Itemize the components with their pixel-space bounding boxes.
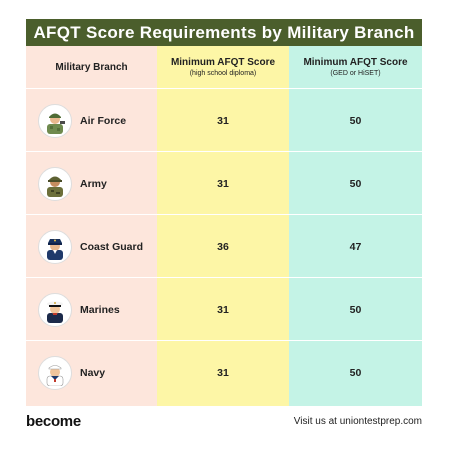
table-row: Navy 31 50 bbox=[26, 340, 422, 404]
navy-sailor-icon bbox=[38, 355, 72, 390]
branch-name: Army bbox=[80, 177, 107, 190]
ged-score: 50 bbox=[349, 177, 362, 190]
coast-guard-officer-icon bbox=[38, 229, 72, 264]
hs-score: 31 bbox=[217, 177, 229, 190]
branch-cell: Air Force bbox=[26, 89, 157, 152]
table-row: Army 31 50 bbox=[26, 151, 422, 215]
branch-name: Air Force bbox=[80, 114, 127, 127]
branch-cell: Coast Guard bbox=[26, 215, 157, 278]
header-hs: Minimum AFQT Score (high school diploma) bbox=[157, 46, 289, 88]
header-hs-title: Minimum AFQT Score bbox=[170, 57, 276, 68]
ged-score: 50 bbox=[349, 303, 362, 316]
ged-column-bg bbox=[289, 46, 422, 406]
hs-score: 31 bbox=[217, 114, 229, 127]
hs-score: 31 bbox=[217, 303, 229, 316]
page-title: AFQT Score Requirements by Military Bran… bbox=[26, 19, 422, 46]
hs-score: 36 bbox=[217, 240, 229, 253]
header-branch-label: Military Branch bbox=[55, 61, 128, 73]
become-logo[interactable]: become bbox=[26, 413, 81, 430]
branch-name: Navy bbox=[80, 366, 106, 379]
branch-cell: Marines bbox=[26, 278, 157, 341]
branch-name: Coast Guard bbox=[80, 240, 144, 253]
table-header: Military Branch Minimum AFQT Score (high… bbox=[26, 46, 422, 89]
ged-score: 50 bbox=[349, 114, 362, 127]
branch-name: Marines bbox=[80, 303, 120, 316]
branch-cell: Army bbox=[26, 152, 157, 215]
requirements-table: Military Branch Minimum AFQT Score (high… bbox=[26, 46, 422, 406]
ged-score: 47 bbox=[349, 240, 362, 253]
table-row: Marines 31 50 bbox=[26, 277, 422, 341]
header-ged-title: Minimum AFQT Score bbox=[303, 57, 408, 68]
table-row: Air Force 31 50 bbox=[26, 88, 422, 152]
header-hs-subtitle: (high school diploma) bbox=[189, 70, 257, 77]
hs-score: 31 bbox=[217, 366, 229, 379]
hs-column-bg bbox=[157, 46, 289, 406]
branch-cell: Navy bbox=[26, 341, 157, 404]
visit-link[interactable]: Visit us at uniontestprep.com bbox=[293, 416, 422, 427]
header-ged-subtitle: (GED or HiSET) bbox=[330, 70, 381, 77]
table-row: Coast Guard 36 47 bbox=[26, 214, 422, 278]
ged-score: 50 bbox=[349, 366, 362, 379]
header-ged: Minimum AFQT Score (GED or HiSET) bbox=[289, 46, 422, 88]
air-force-soldier-icon bbox=[38, 103, 72, 138]
marine-officer-icon bbox=[38, 292, 72, 327]
army-soldier-icon bbox=[38, 166, 72, 201]
footer: become Visit us at uniontestprep.com bbox=[26, 413, 422, 433]
header-branch: Military Branch bbox=[26, 46, 157, 88]
